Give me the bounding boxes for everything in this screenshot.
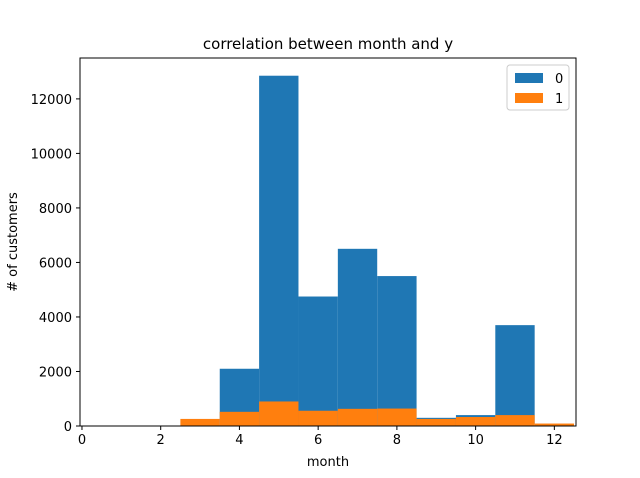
bar-series-1-month-8 (377, 408, 417, 426)
y-axis-ticks: 0 2000 4000 6000 8000 10000 12000 (31, 93, 80, 435)
y-axis-label: # of customers (6, 192, 21, 292)
bar-series-1-month-10 (455, 417, 496, 426)
bar-series-1-month-7 (337, 408, 378, 426)
bar-series-0-month-6 (298, 296, 338, 426)
bar-series-0-month-11 (495, 325, 535, 426)
y-tick-label: 6000 (39, 256, 72, 271)
x-tick-label: 12 (546, 433, 563, 448)
x-axis-ticks: 0 2 4 6 8 10 12 (78, 426, 563, 448)
x-tick-label: 4 (235, 433, 243, 448)
x-tick-label: 0 (78, 433, 86, 448)
bar-series-1-month-4 (219, 411, 260, 426)
plot-frame (79, 57, 577, 427)
legend-label-0: 0 (555, 72, 563, 87)
x-tick-label: 2 (157, 433, 165, 448)
x-tick-label: 8 (393, 433, 401, 448)
x-tick-label: 6 (314, 433, 322, 448)
x-tick-label: 10 (467, 433, 484, 448)
y-tick-label: 12000 (31, 93, 72, 108)
y-tick-label: 8000 (39, 202, 72, 217)
legend-swatch-0 (515, 73, 543, 83)
bar-series-1-month-12 (534, 423, 575, 426)
bar-series-1-month-9 (416, 418, 456, 426)
bar-series-1-month-11 (495, 415, 535, 426)
legend-swatch-1 (515, 93, 543, 103)
bar-series-1-month-5 (259, 401, 299, 426)
x-axis-label: month (307, 455, 349, 470)
bar-series-0-month-5 (259, 75, 299, 427)
y-tick-label: 4000 (39, 311, 72, 326)
y-tick-label: 2000 (39, 365, 72, 380)
bar-series-1-month-6 (298, 410, 338, 426)
legend: 01 (506, 64, 570, 111)
y-tick-label: 0 (64, 420, 72, 435)
legend-label-1: 1 (555, 92, 563, 107)
y-tick-label: 10000 (31, 147, 72, 162)
bar-series-0-month-7 (337, 248, 378, 426)
chart-title: correlation between month and y (203, 35, 453, 53)
bars-group (180, 75, 575, 427)
bar-series-0-month-8 (377, 276, 417, 426)
bar-series-1-month-3 (180, 418, 220, 426)
